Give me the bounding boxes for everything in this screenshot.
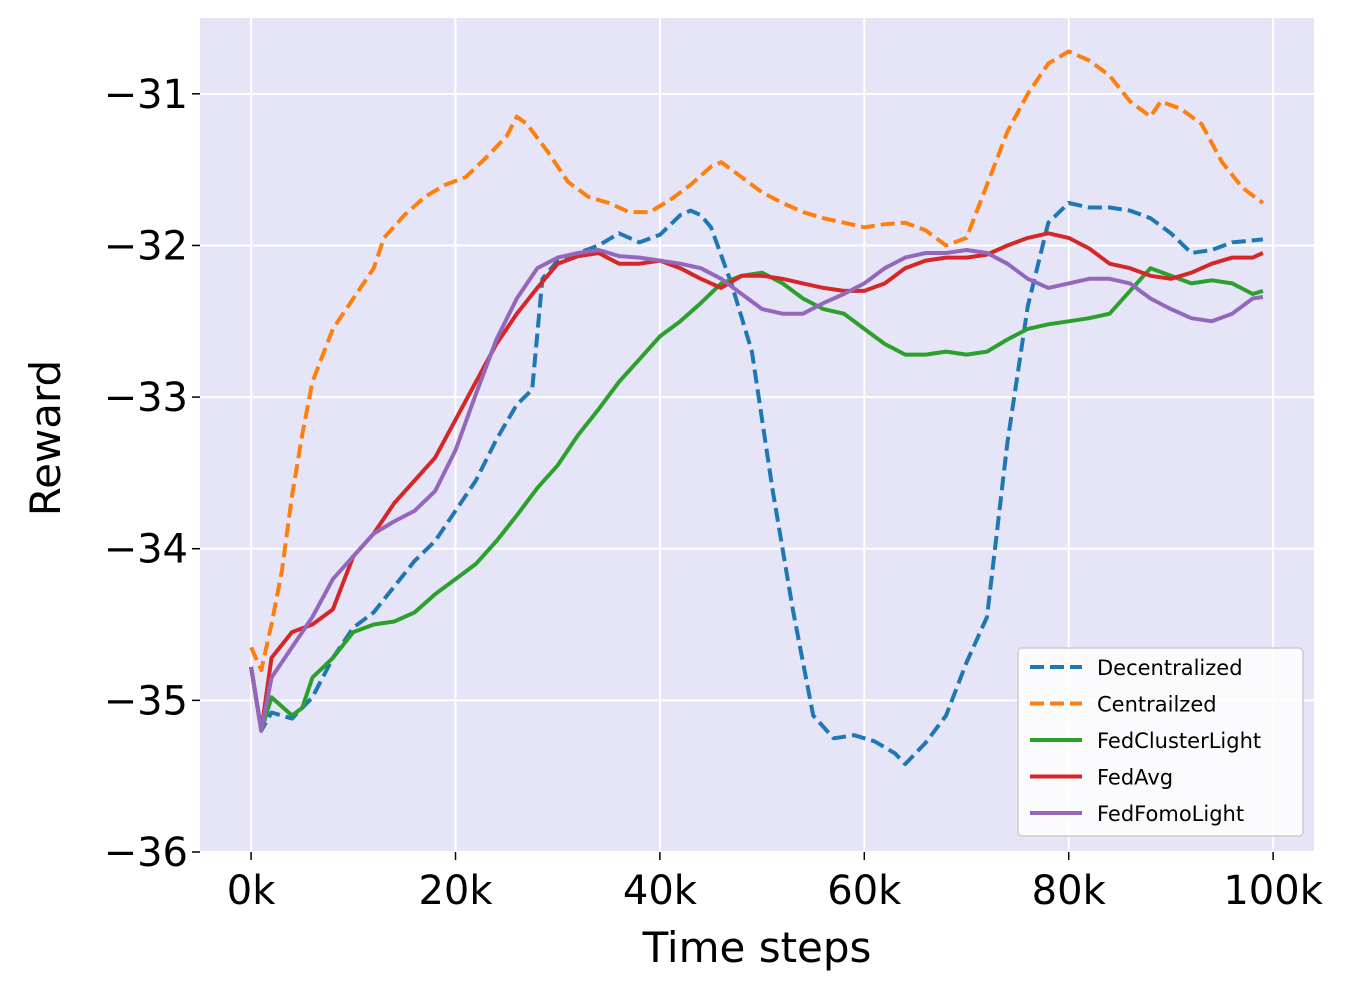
x-axis-label: Time steps bbox=[642, 923, 872, 972]
series-line-fedfomolight bbox=[249, 248, 1264, 733]
x-tick-label: 20k bbox=[418, 868, 493, 914]
y-tick-label: −31 bbox=[104, 72, 188, 118]
y-tick-label: −35 bbox=[104, 678, 188, 724]
y-tick-label: −34 bbox=[104, 527, 188, 573]
legend-label: Centrailzed bbox=[1097, 693, 1217, 717]
x-tick-label: 100k bbox=[1223, 868, 1323, 914]
legend: Decentralized Centrailzed FedClusterLight F… bbox=[1017, 647, 1304, 837]
x-tick-label: 40k bbox=[623, 868, 698, 914]
series-line-centrailzed bbox=[249, 49, 1265, 672]
y-tick-label: −36 bbox=[104, 830, 188, 876]
x-tick-label: 0k bbox=[227, 868, 276, 914]
y-axis-label: Reward bbox=[21, 360, 70, 516]
series-layer bbox=[249, 49, 1265, 767]
legend-box bbox=[1017, 647, 1304, 837]
y-tick-label: −33 bbox=[104, 375, 188, 421]
y-tick-label: −32 bbox=[104, 223, 188, 269]
x-tick-label: 60k bbox=[827, 868, 902, 914]
legend-label: Decentralized bbox=[1097, 656, 1243, 680]
series-line-decentralized bbox=[249, 201, 1264, 767]
x-axis: 0k 20k 40k 60k 80k 100k bbox=[227, 852, 1324, 914]
legend-label: FedClusterLight bbox=[1097, 729, 1261, 753]
y-axis: −36 −35 −34 −33 −32 −31 bbox=[104, 72, 200, 876]
legend-label: FedAvg bbox=[1097, 766, 1173, 790]
legend-label: FedFomoLight bbox=[1097, 802, 1244, 826]
x-tick-label: 80k bbox=[1032, 868, 1107, 914]
series-line-fedavg bbox=[249, 231, 1264, 733]
